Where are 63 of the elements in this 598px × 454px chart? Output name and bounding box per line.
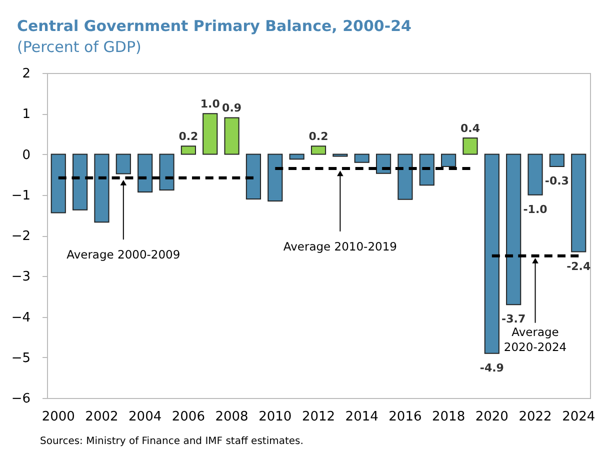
chart-subtitle: (Percent of GDP) [17, 38, 142, 56]
data-label: 0.2 [308, 130, 328, 144]
data-label: 0.9 [222, 102, 242, 115]
bar [116, 154, 131, 174]
y-tick-label: −6 [11, 392, 30, 406]
x-tick-label: 2014 [345, 410, 378, 424]
bar [202, 113, 218, 155]
y-tick-label: −3 [11, 270, 30, 285]
bar [224, 117, 240, 155]
x-tick-label: 2020 [475, 410, 508, 424]
data-label: -3.7 [502, 312, 526, 326]
bar [441, 154, 456, 167]
bar [159, 154, 174, 190]
source-note: Sources: Ministry of Finance and IMF staff estimates. [40, 436, 304, 447]
x-tick-label: 2008 [215, 410, 248, 424]
bar [484, 154, 500, 354]
x-tick-label: 2002 [85, 410, 118, 424]
bar [332, 154, 348, 157]
x-tick-label: 2012 [302, 410, 336, 424]
bar [138, 154, 153, 193]
data-label: -2.4 [566, 260, 591, 273]
y-tick-label: −1 [11, 188, 30, 204]
bar [50, 154, 66, 214]
bar [354, 154, 370, 163]
bar [289, 154, 304, 160]
annotation: Average 2000-2009 [66, 248, 180, 262]
y-tick-label: 1 [22, 107, 30, 122]
x-tick-label: 2004 [128, 410, 162, 424]
x-tick-label: 2016 [388, 410, 422, 424]
bar [246, 154, 262, 200]
data-label: -4.9 [480, 361, 504, 374]
bar [549, 154, 564, 167]
data-label: -0.3 [544, 174, 569, 188]
bar [94, 154, 110, 223]
bar [72, 154, 88, 210]
bar [571, 154, 586, 252]
bar [398, 154, 413, 200]
data-label: 1.0 [200, 98, 220, 111]
x-tick-label: 2006 [172, 410, 205, 424]
y-tick-label: −5 [11, 350, 30, 366]
chart-title: Central Government Primary Balance, 2000-24 [17, 17, 412, 35]
y-tick-label: 0 [22, 148, 30, 163]
bar [268, 154, 283, 202]
bar [419, 154, 434, 186]
y-tick-label: 2 [22, 66, 30, 82]
y-tick-label: −4 [11, 310, 30, 326]
x-tick-label: 2022 [518, 410, 552, 424]
bar [310, 146, 326, 155]
y-tick-label: −2 [11, 229, 30, 244]
bar [376, 154, 392, 174]
bar [528, 154, 543, 196]
x-tick-label: 2010 [258, 410, 292, 424]
annotation: Average 2020-2024 [504, 324, 567, 354]
data-label: 0.4 [460, 122, 480, 135]
bar [180, 146, 196, 155]
bar [506, 154, 522, 306]
x-tick-label: 2018 [432, 410, 466, 424]
x-tick-label: 2000 [42, 410, 75, 424]
annotation: Average 2010-2019 [283, 240, 397, 254]
x-tick-label: 2024 [562, 410, 596, 424]
data-label: -1.0 [523, 202, 548, 216]
data-label: 0.2 [178, 130, 198, 144]
bar [462, 138, 478, 155]
